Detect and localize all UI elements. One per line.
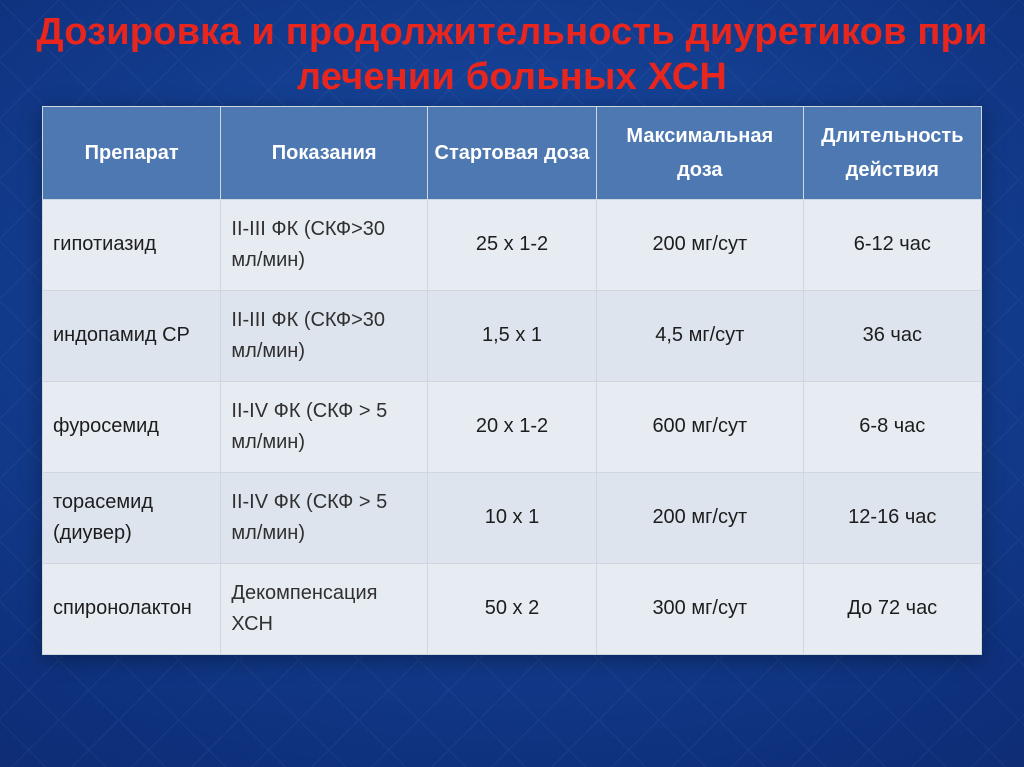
- table-row: индопамид СР II-III ФК (СКФ>30 мл/мин) 1…: [43, 290, 982, 381]
- col-duration: Длительность действия: [803, 106, 981, 199]
- dosage-table: Препарат Показания Стартовая доза Максим…: [42, 106, 982, 655]
- table-header-row: Препарат Показания Стартовая доза Максим…: [43, 106, 982, 199]
- cell-max-dose: 4,5 мг/сут: [597, 290, 804, 381]
- cell-start-dose: 20 х 1-2: [427, 381, 596, 472]
- cell-duration: 36 час: [803, 290, 981, 381]
- col-start-dose: Стартовая доза: [427, 106, 596, 199]
- cell-drug: фуросемид: [43, 381, 221, 472]
- cell-drug: торасемид (диувер): [43, 472, 221, 563]
- cell-indication: Декомпенсация ХСН: [221, 563, 428, 654]
- cell-start-dose: 25 х 1-2: [427, 199, 596, 290]
- table-row: гипотиазид II-III ФК (СКФ>30 мл/мин) 25 …: [43, 199, 982, 290]
- cell-start-dose: 50 х 2: [427, 563, 596, 654]
- cell-indication: II-III ФК (СКФ>30 мл/мин): [221, 290, 428, 381]
- cell-max-dose: 600 мг/сут: [597, 381, 804, 472]
- table-row: фуросемид II-IV ФК (СКФ > 5 мл/мин) 20 х…: [43, 381, 982, 472]
- cell-duration: До 72 час: [803, 563, 981, 654]
- cell-drug: индопамид СР: [43, 290, 221, 381]
- cell-drug: гипотиазид: [43, 199, 221, 290]
- table-row: спиронолактон Декомпенсация ХСН 50 х 2 3…: [43, 563, 982, 654]
- cell-max-dose: 200 мг/сут: [597, 199, 804, 290]
- cell-start-dose: 1,5 х 1: [427, 290, 596, 381]
- cell-indication: II-III ФК (СКФ>30 мл/мин): [221, 199, 428, 290]
- slide-title: Дозировка и продолжительность диуретиков…: [0, 0, 1024, 106]
- cell-duration: 6-8 час: [803, 381, 981, 472]
- col-max-dose: Максимальная доза: [597, 106, 804, 199]
- cell-duration: 12-16 час: [803, 472, 981, 563]
- cell-max-dose: 200 мг/сут: [597, 472, 804, 563]
- cell-duration: 6-12 час: [803, 199, 981, 290]
- cell-indication: II-IV ФК (СКФ > 5 мл/мин): [221, 381, 428, 472]
- col-drug: Препарат: [43, 106, 221, 199]
- col-indication: Показания: [221, 106, 428, 199]
- cell-drug: спиронолактон: [43, 563, 221, 654]
- cell-start-dose: 10 х 1: [427, 472, 596, 563]
- cell-indication: II-IV ФК (СКФ > 5 мл/мин): [221, 472, 428, 563]
- table-row: торасемид (диувер) II-IV ФК (СКФ > 5 мл/…: [43, 472, 982, 563]
- cell-max-dose: 300 мг/сут: [597, 563, 804, 654]
- dosage-table-wrap: Препарат Показания Стартовая доза Максим…: [42, 106, 982, 655]
